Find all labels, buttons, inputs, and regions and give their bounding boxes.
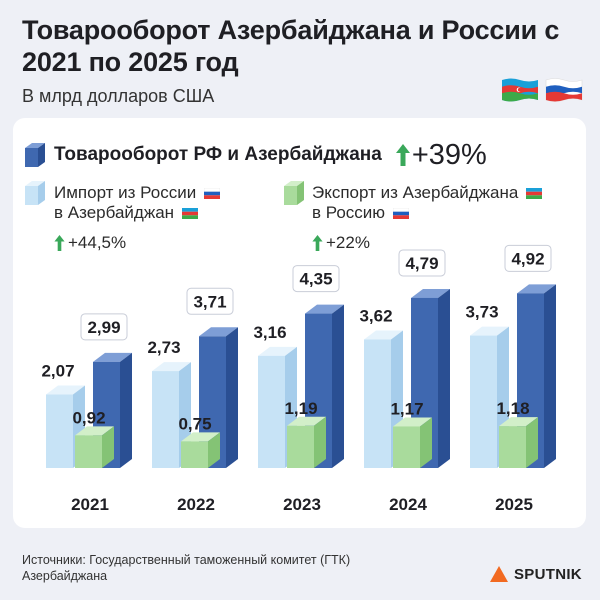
azerbaijan-flag-small-icon — [181, 208, 198, 219]
export-value-label: 1,17 — [390, 399, 423, 418]
azerbaijan-flag-small-icon — [526, 188, 543, 199]
total-value-box — [504, 244, 552, 272]
import-value-label: 3,62 — [359, 306, 392, 325]
legend-total-growth: +39% — [411, 138, 487, 171]
legend-import-growth: +44,5% — [68, 233, 127, 252]
export-value-label: 1,19 — [284, 399, 317, 418]
total-value-box — [292, 265, 340, 293]
year-tick-label: 2025 — [495, 495, 533, 514]
legend-export-line1: Экспорт из Азербайджана — [312, 183, 519, 202]
total-value-label: 2,99 — [87, 318, 120, 337]
growth-arrow-icon — [54, 235, 65, 251]
legend-total-label: Товарооборот РФ и Азербайджана — [54, 144, 382, 165]
russia-flag-icon — [545, 78, 583, 102]
import-cube-icon — [25, 181, 45, 205]
total-cube-icon — [25, 143, 45, 167]
total-value-label: 3,71 — [193, 292, 226, 311]
legend-export-growth: +22% — [326, 233, 370, 252]
legend-import-line1: Импорт из России — [54, 183, 197, 202]
sputnik-logo-icon — [490, 566, 508, 582]
legend-import-line2: в Азербайджан — [54, 203, 175, 222]
growth-arrow-icon — [395, 144, 410, 166]
chart-title: Товарооборот Азербайджана и России с 202… — [22, 15, 560, 77]
brand-name: SPUTNIK — [514, 565, 582, 583]
export-bar — [75, 426, 114, 468]
import-value-label: 3,16 — [253, 323, 286, 342]
source-note: Источники: Государственный таможенный ко… — [22, 552, 350, 584]
legend-total: Товарооборот РФ и Азербайджана +39% — [24, 138, 487, 171]
chart-subtitle: В млрд долларов США — [22, 86, 215, 106]
export-value-label: 0,75 — [178, 414, 211, 433]
export-cube-icon — [284, 181, 304, 205]
export-bar — [181, 432, 220, 468]
export-bar — [287, 416, 326, 468]
year-tick-label: 2022 — [177, 495, 215, 514]
import-bar — [364, 330, 403, 468]
export-value-label: 0,92 — [72, 408, 105, 427]
total-value-label: 4,92 — [511, 249, 544, 268]
source-line-2: Азербайджана — [22, 569, 108, 583]
azerbaijan-flag-icon — [502, 78, 538, 102]
legend-export: Экспорт из Азербайджана в Россию +22% — [312, 183, 572, 253]
year-tick-label: 2023 — [283, 495, 321, 514]
import-value-label: 2,73 — [147, 338, 180, 357]
total-value-box — [186, 287, 234, 315]
total-value-box — [80, 313, 128, 341]
sputnik-logo: SPUTNIK — [488, 563, 582, 585]
legend-export-growth-row: +22% — [312, 233, 370, 253]
import-value-label: 2,07 — [41, 362, 74, 381]
total-value-label: 4,35 — [299, 270, 332, 289]
total-value-label: 4,79 — [405, 254, 438, 273]
total-value-box — [398, 249, 446, 277]
legend-import-growth-row: +44,5% — [54, 233, 126, 253]
export-bar — [499, 417, 538, 468]
year-tick-label: 2024 — [389, 495, 427, 514]
export-value-label: 1,18 — [496, 399, 529, 418]
source-line-1: Источники: Государственный таможенный ко… — [22, 553, 351, 567]
export-bar — [393, 417, 432, 468]
total-bar — [517, 284, 556, 468]
legend-export-line2: в Россию — [312, 203, 386, 222]
year-tick-label: 2021 — [71, 495, 109, 514]
legend-import: Импорт из России в Азербайджан +44,5% — [54, 183, 254, 253]
import-value-label: 3,73 — [465, 303, 498, 322]
import-bar — [46, 385, 85, 468]
growth-arrow-icon — [312, 235, 323, 251]
